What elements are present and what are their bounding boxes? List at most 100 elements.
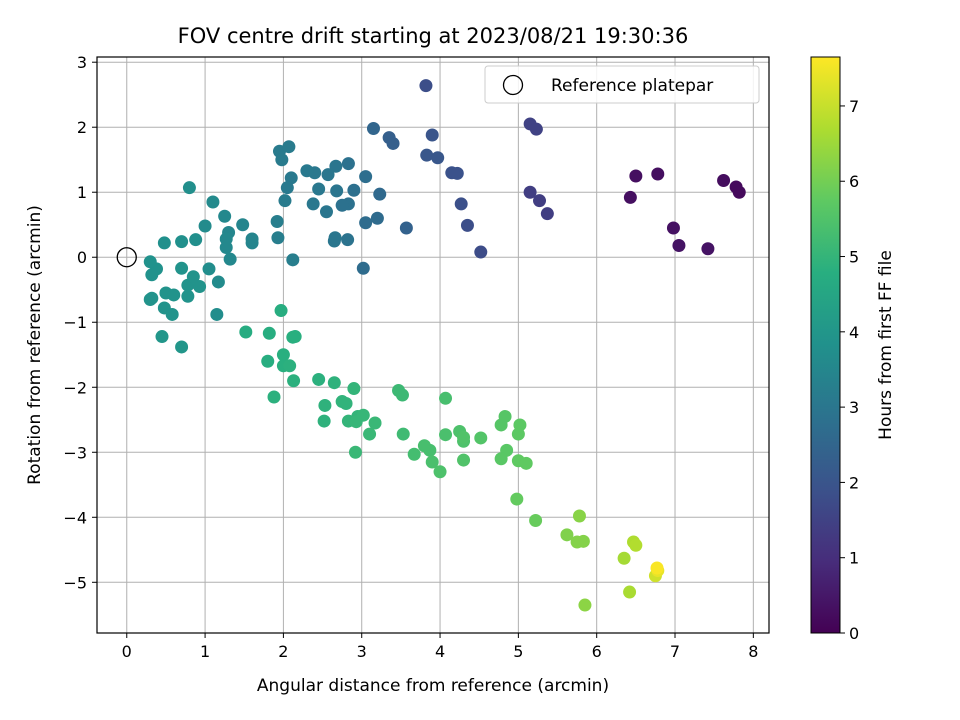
colorbar-tick-label: 6 [849,172,859,191]
plot-frame [96,56,770,634]
data-point [457,430,471,444]
data-point [576,534,590,548]
data-point [275,153,289,167]
chart-title: FOV centre drift starting at 2023/08/21 … [178,24,689,48]
data-point [433,465,447,479]
data-point [623,190,637,204]
y-tick-label: 0 [77,248,87,267]
data-point [359,170,373,184]
data-point [533,194,547,208]
data-point [701,242,715,256]
data-point [356,261,370,275]
data-point [175,235,189,249]
data-point [143,255,157,269]
data-point [329,159,343,173]
data-point [335,198,349,212]
colorbar-gradient [810,56,841,634]
data-point [578,598,592,612]
data-point [278,194,292,208]
colorbar-tick-label: 4 [849,323,859,342]
x-axis-ticks: 0 1 2 3 4 5 6 7 8 [122,633,758,661]
data-point [175,261,189,275]
data-point [219,232,233,246]
data-point [423,443,437,457]
x-tick-label: 7 [670,642,680,661]
colorbar-tick-label: 7 [849,97,859,116]
data-point [262,326,276,340]
data-point [363,427,377,441]
data-point [317,414,331,428]
data-point [629,169,643,183]
data-point [274,304,288,318]
data-point [359,216,373,230]
x-tick-label: 5 [513,642,523,661]
data-point [341,233,355,247]
data-point [245,232,259,246]
colorbar-tick-label: 3 [849,398,859,417]
data-point [218,209,232,223]
x-tick-label: 4 [435,642,445,661]
data-point [425,455,439,469]
data-point [271,231,285,245]
data-point [282,140,296,154]
colorbar-tick-label: 5 [849,248,859,267]
data-point [368,416,382,430]
data-point [450,166,464,180]
data-point [629,538,643,552]
legend-marker [502,74,524,96]
y-tick-label: −4 [63,508,87,527]
legend-entry-label: Reference platepar [551,76,713,96]
data-point [431,151,445,165]
data-point [321,168,335,182]
data-point [347,382,361,396]
data-point [155,330,169,344]
data-point [312,182,326,196]
data-point [419,79,433,93]
data-point [312,372,326,386]
data-point [157,236,171,250]
data-point [286,253,300,267]
y-tick-label: −3 [63,443,87,462]
data-point [339,397,353,411]
data-point [193,279,207,293]
data-point [280,181,294,195]
data-point [181,289,195,303]
data-point [395,388,409,402]
data-point [306,197,320,211]
colorbar-tick-label: 2 [849,473,859,492]
data-point [439,428,453,442]
data-point [474,431,488,445]
data-point [651,167,665,181]
data-point [318,398,332,412]
colorbar-label: Hours from first FF file [876,250,896,440]
data-point [261,354,275,368]
data-point [349,415,363,429]
colorbar-tick-label: 0 [849,624,859,643]
data-point [182,181,196,195]
data-point [145,291,159,305]
data-point [572,509,586,523]
data-point [206,195,220,209]
data-point [529,122,543,136]
x-tick-label: 0 [122,642,132,661]
colorbar: 0 1 2 3 4 5 6 7 Hours from first FF file [810,56,896,643]
data-point [519,456,533,470]
data-point [236,218,250,232]
data-point [560,528,574,542]
reference-marker [116,247,137,268]
y-tick-label: 2 [77,118,87,137]
data-point [399,221,413,235]
data-point [732,185,746,199]
data-point [348,445,362,459]
y-tick-label: 3 [77,53,87,72]
data-point [474,245,488,259]
y-axis-ticks: 3 2 1 0 −1 −2 −3 −4 −5 [63,53,97,592]
data-point [439,391,453,405]
x-tick-label: 8 [748,642,758,661]
data-points [143,79,746,612]
data-point [623,585,637,599]
data-point [167,288,181,302]
data-point [494,452,508,466]
data-point [189,233,203,247]
